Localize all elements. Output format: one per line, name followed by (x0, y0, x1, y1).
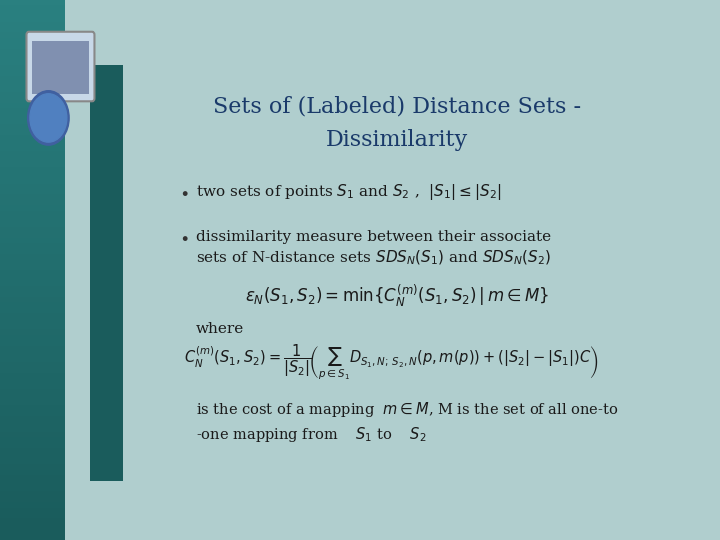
Text: dissimilarity measure between their associate: dissimilarity measure between their asso… (196, 231, 551, 245)
FancyBboxPatch shape (32, 41, 89, 94)
Text: -one mapping from    $S_1$ to    $S_2$: -one mapping from $S_1$ to $S_2$ (196, 426, 426, 444)
Circle shape (30, 94, 67, 142)
FancyBboxPatch shape (90, 65, 163, 481)
Text: is the cost of a mapping  $m \in M$, M is the set of all one-to: is the cost of a mapping $m \in M$, M is… (196, 401, 618, 420)
Circle shape (27, 91, 69, 145)
Text: $\bullet$: $\bullet$ (179, 228, 189, 246)
Text: sets of N-distance sets $\mathit{SDS}_N(S_1)$ and $\mathit{SDS}_N(S_2)$: sets of N-distance sets $\mathit{SDS}_N(… (196, 249, 551, 267)
FancyBboxPatch shape (27, 32, 94, 102)
Text: $C_N^{(m)}(S_1, S_2) = \dfrac{1}{|S_2|}\!\left(\sum_{p \in S_1} D_{S_1,N;\,S_2,N: $C_N^{(m)}(S_1, S_2) = \dfrac{1}{|S_2|}\… (184, 342, 598, 382)
FancyBboxPatch shape (124, 65, 163, 481)
Text: Sets of (Labeled) Distance Sets -: Sets of (Labeled) Distance Sets - (213, 96, 581, 117)
Text: $\bullet$: $\bullet$ (179, 183, 189, 201)
Text: where: where (196, 322, 244, 336)
Text: $\varepsilon_N(S_1, S_2) = \min\{C_N^{(m)}(S_1, S_2)\,|\, m \in M\}$: $\varepsilon_N(S_1, S_2) = \min\{C_N^{(m… (245, 282, 549, 309)
Text: two sets of points $S_1$ and $S_2$ ,  $|S_1|\leq|S_2|$: two sets of points $S_1$ and $S_2$ , $|S… (196, 181, 502, 201)
Text: Dissimilarity: Dissimilarity (325, 129, 468, 151)
